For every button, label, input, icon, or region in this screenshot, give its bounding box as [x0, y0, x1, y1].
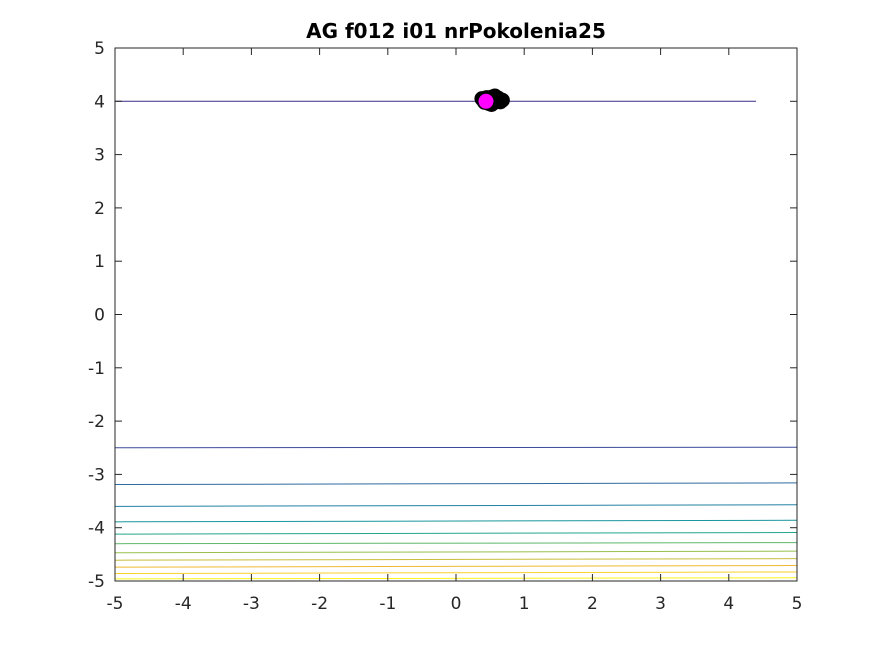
y-tick-label: -2 — [88, 412, 105, 432]
best-point — [477, 92, 495, 110]
contour-line — [114, 519, 798, 523]
y-tick-label: 4 — [94, 92, 105, 112]
contour-line — [114, 482, 798, 486]
y-tick-label: 1 — [94, 252, 105, 272]
contour-line — [114, 571, 798, 575]
x-tick-label: -3 — [243, 594, 260, 614]
x-tick-label: 3 — [655, 594, 666, 614]
best-point-group — [477, 92, 495, 110]
y-tick-label: 0 — [94, 306, 105, 326]
y-tick-label: 2 — [94, 199, 105, 219]
y-tick-label: -3 — [88, 465, 105, 485]
y-tick-label: -4 — [88, 519, 105, 539]
contour-line — [114, 542, 798, 545]
contour-line — [114, 446, 798, 449]
x-tick-label: -2 — [311, 594, 328, 614]
contour-line — [114, 531, 798, 535]
x-tick-label: 5 — [792, 594, 803, 614]
y-tick-label: 3 — [94, 146, 105, 166]
y-tick-label: -5 — [88, 572, 105, 592]
contour-lines — [114, 100, 798, 580]
contour-line — [114, 565, 798, 568]
y-tick-labels: -5 -4 -3 -2 -1 0 1 2 3 4 5 — [88, 39, 105, 592]
chart-title: AG f012 i01 nrPokolenia25 — [306, 19, 606, 43]
x-tick-label: 0 — [451, 594, 462, 614]
x-tick-label: -4 — [175, 594, 192, 614]
x-tick-labels: -5 -4 -3 -2 -1 0 1 2 3 4 5 — [107, 594, 803, 614]
x-tick-label: 2 — [587, 594, 598, 614]
y-tick-label: -1 — [88, 359, 105, 379]
x-tick-label: -5 — [107, 594, 124, 614]
x-tick-label: -1 — [379, 594, 396, 614]
x-tick-label: 4 — [723, 594, 734, 614]
contour-line — [114, 558, 798, 561]
y-tick-label: 5 — [94, 39, 105, 59]
axis-ticks — [114, 47, 798, 582]
x-tick-label: 1 — [519, 594, 530, 614]
contour-line — [114, 550, 798, 554]
contour-line — [114, 504, 798, 507]
